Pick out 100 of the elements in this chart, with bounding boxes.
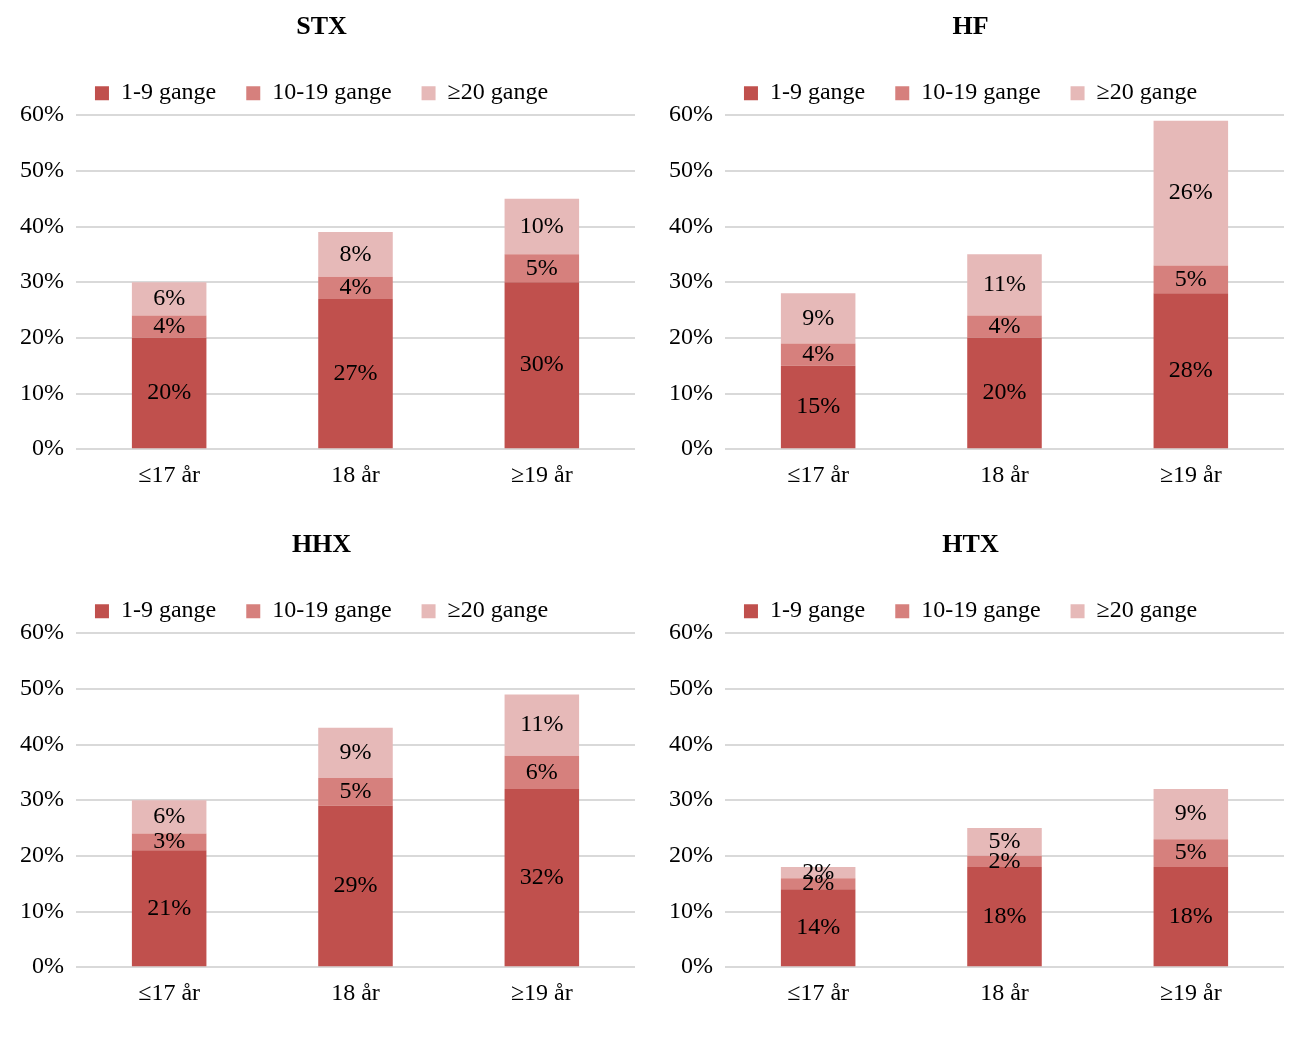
y-tick-label: 30%: [668, 267, 713, 294]
y-tick-label: 60%: [668, 100, 713, 127]
bar: [131, 337, 207, 449]
bar: [1153, 789, 1229, 840]
bar: [504, 198, 580, 255]
data-label: 6%: [525, 757, 558, 784]
data-label: 27%: [333, 358, 378, 385]
y-tick-label: 30%: [668, 785, 713, 812]
bar: [1153, 293, 1229, 449]
bar: [504, 789, 580, 967]
y-tick-label: 20%: [668, 841, 713, 868]
bar: [318, 805, 393, 967]
bar: [967, 867, 1042, 967]
chart-title: STX: [296, 11, 348, 41]
legend-label: 10-19 gange: [921, 596, 1041, 623]
bar: [967, 254, 1042, 316]
y-tick-label: 50%: [19, 674, 64, 701]
data-label: 18%: [982, 901, 1027, 928]
data-label: 4%: [339, 273, 372, 300]
bar: [780, 889, 856, 967]
bar: [131, 282, 207, 316]
x-tick-label: 18 år: [980, 978, 1029, 1005]
bar: [131, 850, 207, 967]
legend-label: ≥20 gange: [1096, 596, 1198, 623]
data-label: 4%: [988, 312, 1021, 339]
y-tick-label: 20%: [19, 841, 64, 868]
legend-label: 1-9 gange: [769, 596, 866, 623]
chart-title: HTX: [942, 529, 999, 559]
legend-label: 1-9 gange: [769, 78, 866, 105]
data-label: 20%: [982, 378, 1027, 405]
y-tick-label: 0%: [680, 952, 713, 979]
data-label: 9%: [1174, 799, 1207, 826]
x-tick-label: ≥19 år: [1159, 978, 1222, 1005]
bar: [967, 337, 1042, 449]
y-tick-label: 60%: [19, 618, 64, 645]
bar: [318, 232, 393, 277]
data-label: 26%: [1168, 178, 1213, 205]
y-tick-label: 10%: [19, 896, 64, 923]
bar: [780, 365, 856, 449]
legend-label: 1-9 gange: [120, 596, 217, 623]
x-tick-label: ≤17 år: [787, 978, 850, 1005]
bar: [780, 293, 856, 344]
data-label: 5%: [988, 827, 1021, 854]
legend-label: ≥20 gange: [447, 78, 549, 105]
data-label: 30%: [519, 350, 564, 377]
legend-label: ≥20 gange: [1096, 78, 1198, 105]
bar: [318, 727, 393, 778]
data-label: 6%: [153, 802, 186, 829]
y-tick-label: 50%: [19, 156, 64, 183]
y-tick-label: 0%: [31, 952, 64, 979]
bar: [1153, 120, 1229, 266]
y-tick-label: 10%: [668, 378, 713, 405]
y-tick-label: 50%: [668, 674, 713, 701]
data-label: 5%: [1174, 264, 1207, 291]
legend-label: 10-19 gange: [272, 78, 392, 105]
y-tick-label: 40%: [19, 729, 64, 756]
y-tick-label: 30%: [19, 785, 64, 812]
data-label: 29%: [333, 871, 378, 898]
chart-title: HHX: [291, 529, 352, 559]
data-label: 8%: [339, 239, 372, 266]
bar: [504, 282, 580, 449]
y-tick-label: 30%: [19, 267, 64, 294]
data-label: 14%: [796, 913, 841, 940]
x-tick-label: ≥19 år: [510, 460, 573, 487]
y-tick-label: 0%: [31, 434, 64, 461]
data-label: 10%: [519, 211, 564, 238]
data-label: 11%: [520, 710, 564, 737]
data-label: 5%: [1174, 838, 1207, 865]
bar: [1153, 867, 1229, 967]
x-tick-label: 18 år: [331, 460, 380, 487]
y-tick-label: 40%: [668, 211, 713, 238]
y-tick-label: 40%: [19, 211, 64, 238]
bar: [318, 298, 393, 449]
bar: [318, 777, 393, 806]
bar: [504, 694, 580, 756]
y-tick-label: 60%: [668, 618, 713, 645]
legend-label: 10-19 gange: [272, 596, 392, 623]
legend-label: 1-9 gange: [120, 78, 217, 105]
x-tick-label: 18 år: [980, 460, 1029, 487]
data-label: 3%: [153, 827, 186, 854]
data-label: 32%: [519, 862, 564, 889]
x-tick-label: ≤17 år: [138, 460, 201, 487]
y-tick-label: 50%: [668, 156, 713, 183]
data-label: 18%: [1168, 901, 1213, 928]
x-tick-label: ≤17 år: [787, 460, 850, 487]
data-label: 15%: [796, 392, 841, 419]
data-label: 21%: [147, 893, 192, 920]
y-tick-label: 10%: [19, 378, 64, 405]
data-label: 20%: [147, 378, 192, 405]
data-label: 4%: [802, 339, 835, 366]
data-label: 5%: [339, 777, 372, 804]
y-tick-label: 0%: [680, 434, 713, 461]
data-label: 28%: [1168, 356, 1213, 383]
data-label: 11%: [982, 270, 1027, 297]
legend-label: ≥20 gange: [447, 596, 549, 623]
x-tick-label: ≥19 år: [510, 978, 573, 1005]
legend-label: 10-19 gange: [921, 78, 1041, 105]
y-tick-label: 60%: [19, 100, 64, 127]
x-tick-label: 18 år: [331, 978, 380, 1005]
chart-title: HF: [952, 11, 989, 41]
